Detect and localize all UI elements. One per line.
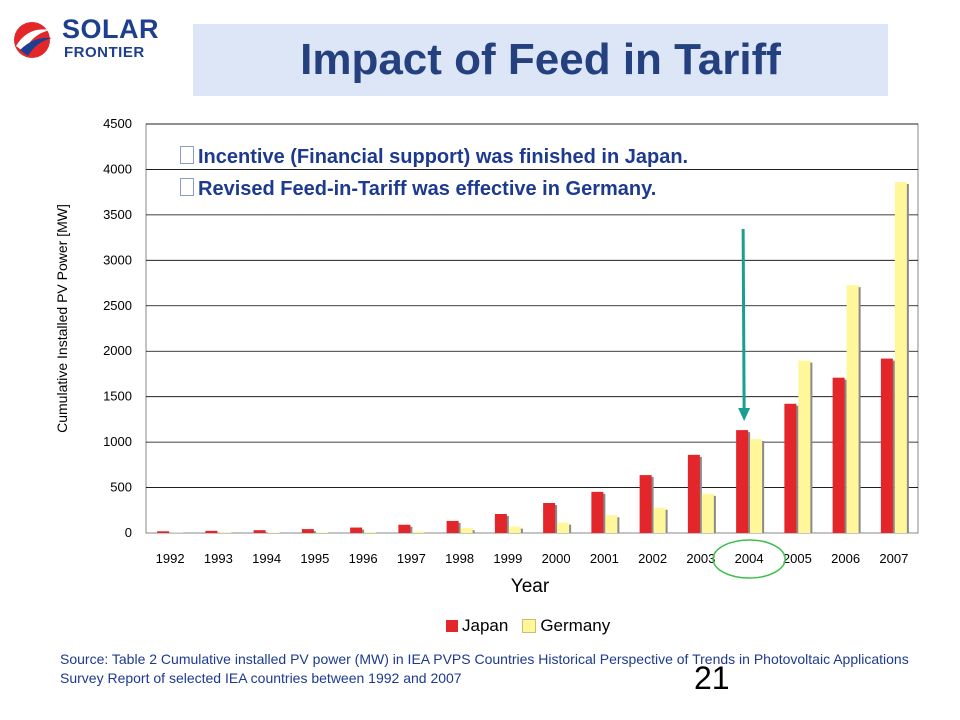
bar-japan	[301, 529, 314, 533]
bar-japan	[157, 531, 170, 533]
bar-germany	[364, 532, 377, 533]
x-tick-label: 1992	[156, 551, 185, 566]
bar-germany	[315, 532, 328, 533]
y-tick-label: 4500	[103, 116, 132, 131]
source-citation: Source: Table 2 Cumulative installed PV …	[60, 651, 909, 686]
bar-japan	[687, 454, 700, 533]
y-tick-label: 2000	[103, 343, 132, 358]
bar-germany	[846, 285, 859, 533]
legend-item-germany: Germany	[522, 616, 610, 636]
logo-swirl-icon	[14, 22, 52, 58]
x-tick-label: 2001	[590, 551, 619, 566]
chart-legend: Japan Germany	[446, 616, 624, 636]
bar-germany	[894, 181, 907, 533]
page-number: 21	[694, 660, 730, 696]
annotation-arrow-shaft	[741, 228, 746, 411]
x-tick-label: 2000	[542, 551, 571, 566]
bar-japan	[398, 524, 411, 533]
x-tick-label: 2007	[879, 551, 908, 566]
x-tick-label: 2004	[735, 551, 764, 566]
note-bullet-icon	[180, 146, 194, 164]
annotation-arrow-head	[738, 408, 751, 421]
x-tick-label: 2003	[686, 551, 715, 566]
y-tick-label: 3500	[103, 207, 132, 222]
bar-germany	[750, 439, 763, 533]
y-tick-label: 2500	[103, 298, 132, 313]
bar-japan	[639, 475, 652, 533]
x-tick-label: 1993	[204, 551, 233, 566]
x-tick-label: 2005	[783, 551, 812, 566]
bar-germany	[460, 528, 473, 533]
bar-germany	[557, 522, 570, 533]
note-germany: Revised Feed-in-Tariff was effective in …	[180, 178, 656, 201]
bar-japan	[591, 491, 604, 533]
bar-japan	[736, 430, 749, 533]
y-tick-label: 4000	[103, 161, 132, 176]
legend-label-germany: Germany	[540, 616, 611, 635]
y-tick-label: 3000	[103, 252, 132, 267]
bar-japan	[494, 514, 507, 533]
bar-germany	[412, 531, 425, 533]
x-tick-label: 1998	[445, 551, 474, 566]
x-tick-label: 1999	[493, 551, 522, 566]
legend-swatch-germany	[522, 619, 537, 633]
highlight-circle	[712, 539, 786, 579]
y-axis-title: Cumulative Installed PV Power [MW]	[54, 204, 70, 433]
bar-japan	[784, 403, 797, 533]
y-tick-label: 1000	[103, 434, 132, 449]
x-axis-title: Year	[511, 576, 550, 597]
x-tick-label: 2002	[638, 551, 667, 566]
bar-japan	[543, 503, 556, 533]
bar-germany	[653, 507, 666, 533]
bar-japan	[446, 520, 459, 533]
title-banner: Impact of Feed in Tariff	[193, 24, 888, 96]
bar-germany	[508, 526, 521, 533]
x-tick-label: 1997	[397, 551, 426, 566]
bar-japan	[205, 530, 218, 533]
page-title: Impact of Feed in Tariff	[300, 35, 781, 84]
legend-swatch-japan	[446, 620, 458, 632]
bar-germany	[701, 493, 714, 533]
x-tick-label: 1995	[300, 551, 329, 566]
x-tick-label: 1994	[252, 551, 281, 566]
bar-japan	[253, 530, 266, 533]
solar-frontier-logo: SOLAR FRONTIER	[10, 8, 159, 68]
legend-label-japan: Japan	[462, 616, 509, 635]
note-text: Revised Feed-in-Tariff was effective in …	[198, 178, 657, 200]
note-bullet-icon	[180, 178, 194, 196]
x-tick-label: 1996	[349, 551, 378, 566]
logo-text-solar: SOLAR	[62, 14, 159, 44]
logo-text-frontier: FRONTIER	[64, 44, 145, 61]
bar-germany	[798, 360, 811, 533]
y-tick-label: 0	[125, 525, 132, 540]
bar-japan	[832, 377, 845, 533]
y-tick-label: 500	[110, 480, 132, 495]
x-tick-label: 2006	[831, 551, 860, 566]
note-text: Incentive (Financial support) was finish…	[198, 146, 689, 168]
bar-germany	[605, 515, 618, 533]
bar-germany	[267, 532, 280, 533]
bar-japan	[880, 358, 893, 533]
bar-japan	[350, 527, 363, 533]
note-japan: Incentive (Financial support) was finish…	[180, 146, 688, 169]
y-tick-label: 1500	[103, 389, 132, 404]
legend-item-japan: Japan	[446, 616, 508, 636]
